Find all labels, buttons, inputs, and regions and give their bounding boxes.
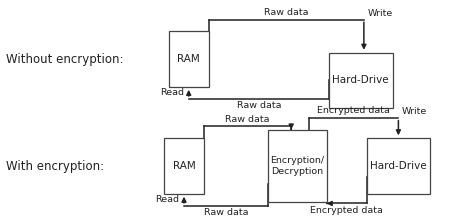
Text: Write: Write — [402, 107, 428, 116]
FancyBboxPatch shape — [329, 53, 392, 108]
Text: Without encryption:: Without encryption: — [6, 53, 124, 66]
Text: Raw data: Raw data — [225, 115, 270, 124]
Text: RAM: RAM — [173, 161, 195, 171]
Text: Read: Read — [160, 88, 184, 97]
Text: Raw data: Raw data — [237, 101, 281, 110]
Text: Raw data: Raw data — [264, 8, 309, 17]
FancyBboxPatch shape — [268, 130, 327, 202]
Text: Hard-Drive: Hard-Drive — [332, 75, 389, 86]
FancyBboxPatch shape — [164, 138, 204, 194]
Text: With encryption:: With encryption: — [6, 160, 104, 172]
Text: Hard-Drive: Hard-Drive — [370, 161, 427, 171]
Text: Read: Read — [155, 195, 179, 204]
Text: Encrypted data: Encrypted data — [317, 106, 390, 115]
Text: Write: Write — [368, 9, 393, 18]
Text: RAM: RAM — [177, 54, 200, 64]
Text: Raw data: Raw data — [203, 208, 248, 217]
Text: Encryption/
Decryption: Encryption/ Decryption — [270, 156, 324, 176]
Text: Encrypted data: Encrypted data — [310, 206, 383, 215]
FancyBboxPatch shape — [366, 138, 430, 194]
FancyBboxPatch shape — [169, 31, 209, 87]
